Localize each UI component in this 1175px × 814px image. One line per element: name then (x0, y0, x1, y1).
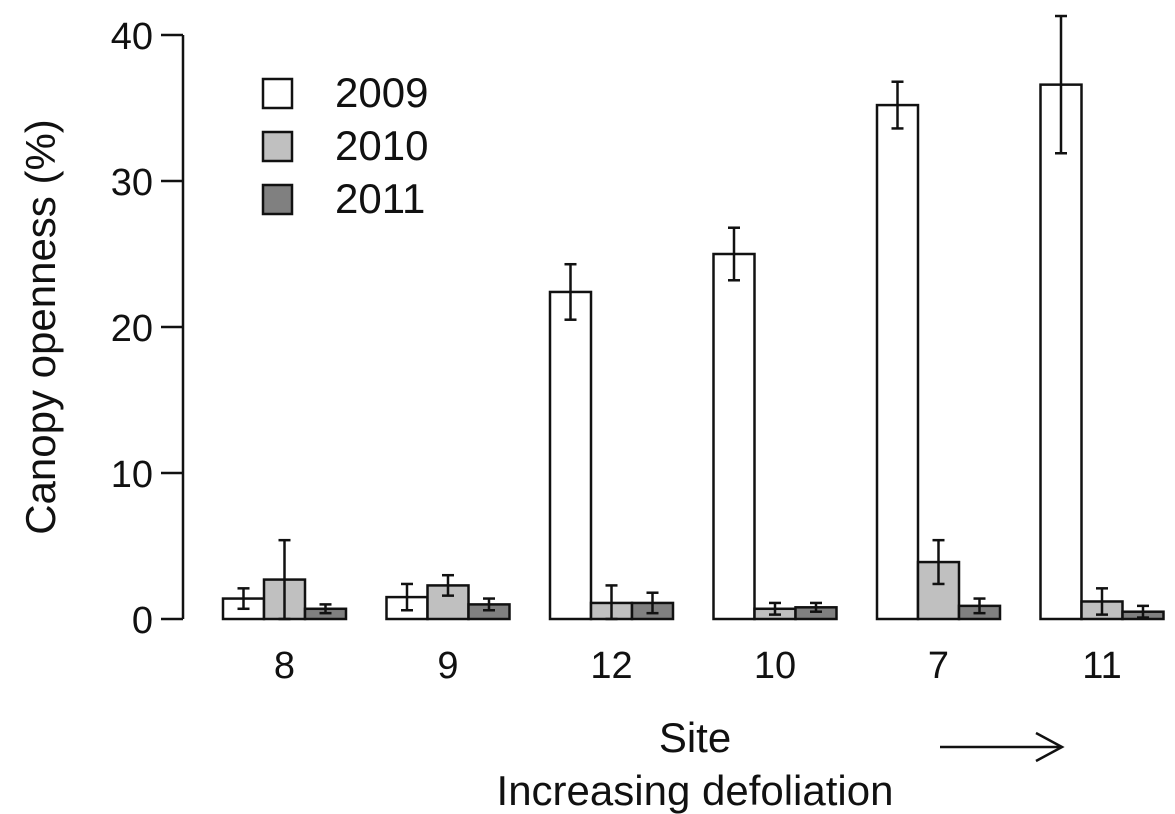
legend: 2009 2010 2011 (261, 69, 428, 222)
x-tick-label: 7 (928, 645, 949, 687)
legend-swatch-2011 (261, 183, 294, 216)
error-bar (728, 226, 740, 282)
y-tick-label: 10 (111, 454, 153, 496)
error-bar (1137, 604, 1149, 619)
error-bar (278, 538, 291, 621)
y-tick-label: 30 (111, 162, 153, 204)
x-tick-labels: 8 9 12 10 7 11 (274, 645, 1122, 687)
x-tick-label: 10 (754, 645, 796, 687)
x-tick-label: 8 (274, 645, 295, 687)
error-bar (483, 597, 495, 612)
legend-swatch-2009 (261, 77, 294, 110)
x-axis-label: Site (659, 714, 731, 761)
legend-label-2010: 2010 (335, 122, 428, 169)
error-bar (1055, 14, 1067, 155)
legend-label-2011: 2011 (335, 175, 425, 222)
defoliation-annotation: Increasing defoliation (497, 767, 894, 814)
defoliation-arrow-icon (940, 731, 1065, 763)
error-bar (401, 582, 413, 612)
y-axis: 0 10 20 30 40 (111, 16, 185, 642)
bars-group (221, 14, 1165, 621)
legend-label-2009: 2009 (335, 69, 428, 116)
error-bar (319, 603, 332, 615)
error-bar (605, 584, 618, 621)
error-bar (646, 591, 659, 615)
error-bar (769, 601, 781, 616)
error-bar (891, 80, 904, 130)
y-axis-label: Canopy openness (%) (17, 119, 64, 535)
error-bar (932, 538, 945, 586)
error-bar (442, 573, 454, 597)
y-tick-label: 20 (111, 308, 153, 350)
error-bar (973, 597, 986, 615)
bar-2009-site-12 (548, 290, 593, 621)
error-bar (1096, 587, 1108, 616)
y-tick-label: 40 (111, 16, 153, 58)
bar-2009-site-7 (875, 103, 920, 621)
y-tick-label: 0 (132, 600, 153, 642)
error-bar (237, 587, 250, 611)
error-bar (564, 262, 577, 321)
error-bar (810, 601, 822, 613)
bar-2009-site-11 (1039, 83, 1083, 621)
bar-2009-site-10 (712, 252, 756, 621)
x-tick-label: 12 (590, 645, 632, 687)
x-tick-label: 9 (437, 645, 458, 687)
x-tick-label: 11 (1082, 645, 1121, 687)
legend-swatch-2010 (261, 130, 294, 163)
